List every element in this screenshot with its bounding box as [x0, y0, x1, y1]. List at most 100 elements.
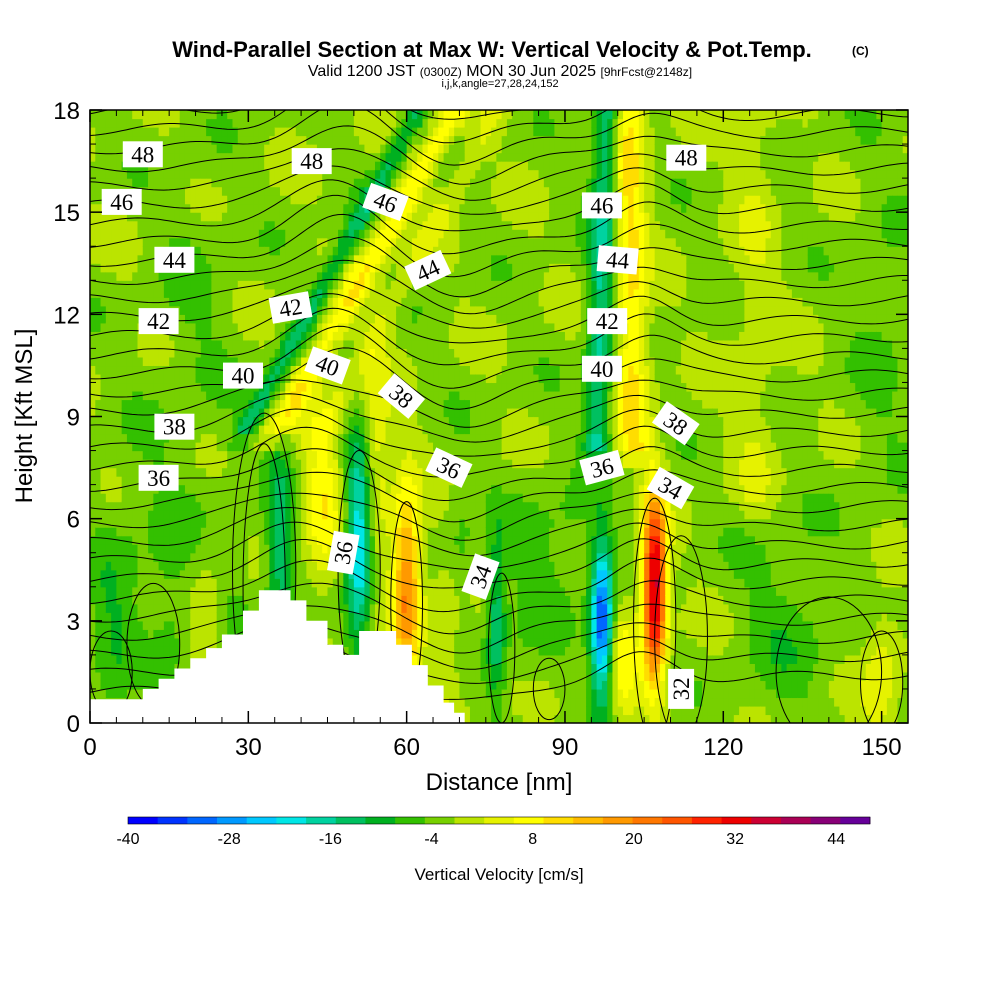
velocity-cell — [195, 527, 202, 537]
velocity-cell — [433, 629, 439, 639]
velocity-cell — [248, 552, 255, 562]
velocity-cell — [417, 552, 424, 562]
velocity-cell — [417, 484, 424, 494]
velocity-cell — [264, 237, 271, 247]
velocity-cell — [190, 348, 197, 358]
velocity-cell — [369, 288, 376, 298]
velocity-cell — [290, 390, 297, 401]
velocity-cell — [290, 246, 297, 256]
velocity-cell — [206, 399, 212, 409]
velocity-cell — [121, 407, 128, 418]
velocity-cell — [221, 297, 228, 307]
velocity-cell — [411, 220, 418, 230]
velocity-cell — [195, 450, 202, 460]
velocity-cell — [374, 373, 381, 384]
velocity-cell — [237, 220, 244, 230]
velocity-cell — [427, 373, 434, 384]
velocity-cell — [311, 603, 318, 613]
velocity-cell — [153, 501, 160, 511]
velocity-cell — [338, 186, 344, 196]
velocity-cell — [116, 229, 123, 239]
velocity-cell — [264, 271, 271, 281]
velocity-cell — [206, 467, 212, 477]
velocity-cell — [374, 254, 381, 264]
velocity-cell — [248, 595, 255, 605]
velocity-cell — [385, 620, 392, 630]
velocity-cell — [359, 586, 366, 596]
velocity-cell — [221, 322, 228, 332]
velocity-cell — [353, 484, 360, 494]
velocity-cell — [438, 212, 445, 222]
velocity-cell — [111, 535, 117, 545]
velocity-cell — [295, 365, 302, 375]
velocity-cell — [195, 118, 202, 128]
velocity-cell — [126, 212, 133, 222]
velocity-cell — [264, 501, 271, 511]
velocity-cell — [153, 544, 160, 554]
velocity-cell — [417, 476, 424, 486]
velocity-cell — [316, 331, 323, 341]
velocity-cell — [148, 603, 154, 613]
velocity-cell — [190, 407, 197, 418]
velocity-cell — [121, 450, 128, 460]
velocity-cell — [195, 280, 202, 290]
velocity-cell — [200, 356, 207, 367]
velocity-cell — [332, 178, 339, 188]
velocity-cell — [90, 288, 96, 298]
velocity-cell — [269, 288, 276, 298]
velocity-cell — [95, 544, 102, 554]
velocity-cell — [258, 493, 265, 503]
velocity-cell — [390, 407, 397, 418]
velocity-cell — [90, 467, 96, 477]
velocity-cell — [306, 135, 313, 145]
velocity-cell — [338, 510, 344, 520]
velocity-cell — [364, 484, 371, 494]
velocity-cell — [148, 552, 154, 562]
velocity-cell — [126, 510, 133, 520]
velocity-cell — [364, 416, 371, 426]
velocity-cell — [153, 603, 160, 613]
velocity-cell — [253, 501, 260, 511]
velocity-cell — [132, 373, 139, 384]
velocity-cell — [422, 595, 429, 605]
velocity-cell — [285, 373, 292, 384]
velocity-cell — [385, 612, 392, 622]
velocity-cell — [248, 169, 255, 179]
velocity-cell — [385, 442, 392, 452]
velocity-cell — [448, 407, 455, 418]
velocity-cell — [216, 195, 223, 205]
velocity-cell — [195, 382, 202, 392]
velocity-cell — [95, 425, 102, 435]
velocity-cell — [396, 459, 402, 469]
velocity-cell — [353, 416, 360, 426]
velocity-cell — [153, 637, 160, 647]
velocity-cell — [359, 297, 366, 307]
velocity-cell — [258, 518, 265, 528]
velocity-cell — [448, 595, 455, 605]
velocity-cell — [158, 186, 165, 196]
velocity-cell — [137, 220, 144, 230]
velocity-cell — [179, 237, 186, 247]
velocity-cell — [448, 501, 455, 511]
velocity-cell — [90, 339, 96, 349]
velocity-cell — [301, 586, 307, 596]
velocity-cell — [142, 646, 149, 656]
velocity-cell — [190, 510, 197, 520]
velocity-cell — [401, 348, 408, 358]
velocity-cell — [343, 416, 350, 426]
velocity-cell — [227, 586, 234, 596]
velocity-cell — [422, 569, 429, 579]
velocity-cell — [95, 305, 102, 315]
velocity-cell — [443, 297, 450, 307]
velocity-cell — [132, 314, 139, 324]
velocity-cell — [200, 416, 207, 426]
velocity-cell — [448, 365, 455, 375]
velocity-cell — [200, 561, 207, 571]
velocity-cell — [227, 271, 234, 281]
velocity-cell — [316, 254, 323, 264]
velocity-cell — [327, 612, 334, 622]
velocity-cell — [132, 178, 139, 188]
velocity-cell — [411, 442, 418, 452]
velocity-cell — [132, 348, 139, 358]
velocity-cell — [306, 544, 313, 554]
